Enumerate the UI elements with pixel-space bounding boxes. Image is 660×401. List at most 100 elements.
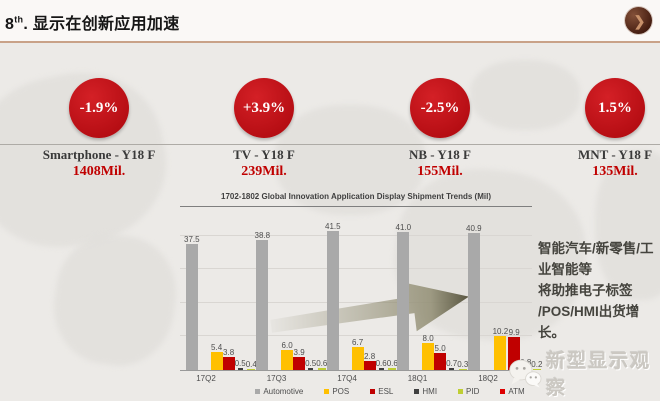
kpi-label: NB - Y18 F: [409, 147, 471, 162]
legend-swatch-icon: [500, 389, 506, 394]
bar-automotive: [256, 239, 269, 370]
bar-pid: [388, 367, 397, 370]
kpi-label: TV - Y18 F: [233, 147, 295, 162]
bar-value-label: 5.0: [434, 344, 446, 354]
wechat-icon: [509, 359, 542, 388]
bar-value-label: 8.0: [422, 334, 434, 344]
legend-item-esl: ESL: [370, 387, 393, 396]
legend-item-hmi: HMI: [414, 387, 437, 396]
legend-label: PID: [466, 387, 480, 396]
shipment-trends-chart: 1702-1802 Global Innovation Application …: [180, 191, 542, 401]
legend-label: ESL: [378, 387, 394, 396]
bar-pos: [422, 343, 435, 370]
kpi-circle: 1.5%: [585, 78, 645, 138]
bar-pos: [494, 335, 507, 370]
gridline: [180, 335, 532, 337]
annotation-line: 业智能等: [538, 262, 592, 277]
gridline: [180, 268, 532, 270]
map-blob: [595, 150, 660, 300]
kpi-percentage: -2.5%: [420, 99, 460, 116]
header-accent-line: [0, 41, 660, 43]
legend-label: HMI: [422, 387, 438, 396]
annotation-line: 智能汽车/新零售/工: [538, 241, 654, 256]
bar-group-17Q2: 37.55.43.80.50.40.1: [184, 235, 268, 370]
x-axis-label: 18Q1: [407, 374, 428, 383]
bar-pos: [351, 347, 364, 370]
bar-automotive: [397, 232, 410, 370]
bar-value-label: 0.6: [316, 358, 328, 368]
annotation-line: 将助推电子标签: [538, 283, 633, 298]
bar-value-label: 0.5: [305, 359, 317, 369]
gridline: [180, 301, 532, 303]
brand-logo-icon: ❯: [625, 7, 652, 34]
bar-value-label: 0.6: [375, 358, 387, 368]
kpi-value: 135Mil.: [592, 164, 638, 179]
bar-hmi: [308, 368, 314, 370]
kpi-mnt: 1.5% MNT - Y18 F 135Mil.: [535, 70, 660, 180]
kpi-nb: -2.5% NB - Y18 F 155Mil.: [360, 70, 520, 180]
bar-value-label: 9.9: [508, 327, 520, 337]
kpi-circle: -2.5%: [410, 78, 470, 138]
bar-group-17Q4: 41.56.72.80.60.60.1: [325, 222, 409, 370]
legend-item-pid: PID: [458, 387, 479, 396]
map-blob: [275, 105, 425, 215]
legend-swatch-icon: [255, 389, 261, 394]
bar-esl: [222, 357, 235, 370]
legend-swatch-icon: [370, 389, 376, 394]
legend-label: Automotive: [263, 387, 304, 396]
chart-plot: 37.55.43.80.50.40.138.86.03.90.50.60.141…: [180, 207, 542, 371]
kpi-circle: +3.9%: [234, 78, 294, 138]
bar-value-label: 3.8: [223, 348, 235, 358]
legend-swatch-icon: [324, 389, 330, 394]
bar-esl: [293, 356, 306, 370]
kpi-circle: -1.9%: [69, 78, 129, 138]
chart-title-underline: [180, 206, 532, 207]
kpi-percentage: +3.9%: [242, 99, 286, 116]
bar-value-label: 37.5: [184, 234, 200, 244]
bar-pid: [532, 369, 541, 370]
bar-value-label: 41.5: [325, 221, 341, 231]
kpi-label: MNT - Y18 F: [577, 147, 653, 162]
legend-item-pos: POS: [324, 387, 349, 396]
bar-value-label: 2.8: [364, 351, 376, 361]
x-axis-label: 17Q4: [337, 374, 357, 383]
x-axis-label: 17Q2: [196, 374, 216, 383]
kpi-percentage: 1.5%: [598, 99, 632, 116]
bar-pos: [281, 349, 294, 370]
kpi-percentage: -1.9%: [79, 99, 119, 116]
bar-value-label: 6.0: [281, 340, 293, 350]
watermark-text: 新型显示观察: [546, 351, 652, 399]
page-title-text: . 显示在创新应用加速: [23, 16, 180, 33]
watermark: 新型显示观察: [508, 346, 660, 400]
x-axis-label: 18Q2: [478, 374, 498, 383]
bar-value-label: 0.3: [457, 360, 469, 369]
bar-pid: [247, 368, 256, 370]
kpi-label: Smartphone - Y18 F: [42, 147, 156, 162]
kpi-value: 1408Mil.: [72, 164, 126, 179]
legend-swatch-icon: [458, 389, 464, 394]
kpi-smartphone: -1.9% Smartphone - Y18 F 1408Mil.: [19, 70, 179, 180]
bar-value-label: 3.9: [293, 347, 305, 357]
bar-pos: [210, 351, 223, 370]
chart-legend: Automotive POS ESL HMI PID ATM: [190, 387, 590, 396]
bar-value-label: 38.8: [254, 230, 271, 240]
bar-esl: [434, 353, 447, 370]
bar-value-label: 0.5: [234, 359, 246, 369]
annotation-text: 智能汽车/新零售/工 业智能等 将助推电子标签 /POS/HMI出货增长。: [538, 238, 660, 343]
bar-value-label: 5.4: [211, 342, 223, 352]
bar-value-label: 41.0: [395, 223, 412, 233]
x-axis-label: 17Q3: [266, 374, 287, 383]
bar-pid: [317, 367, 326, 370]
bar-value-label: 0.4: [245, 359, 257, 369]
bar-hmi: [378, 367, 384, 370]
kpi-value: 239Mil.: [241, 164, 287, 179]
bar-esl: [363, 360, 376, 370]
header: 8th. 显示在创新应用加速 ❯: [0, 0, 660, 43]
bar-value-label: 10.2: [492, 326, 509, 336]
legend-swatch-icon: [414, 389, 420, 394]
page-title-superscript: th: [14, 14, 24, 25]
bar-value-label: 0.2: [531, 360, 543, 369]
bar-value-label: 0.7: [446, 358, 458, 368]
bar-value-label: 6.7: [352, 338, 364, 348]
